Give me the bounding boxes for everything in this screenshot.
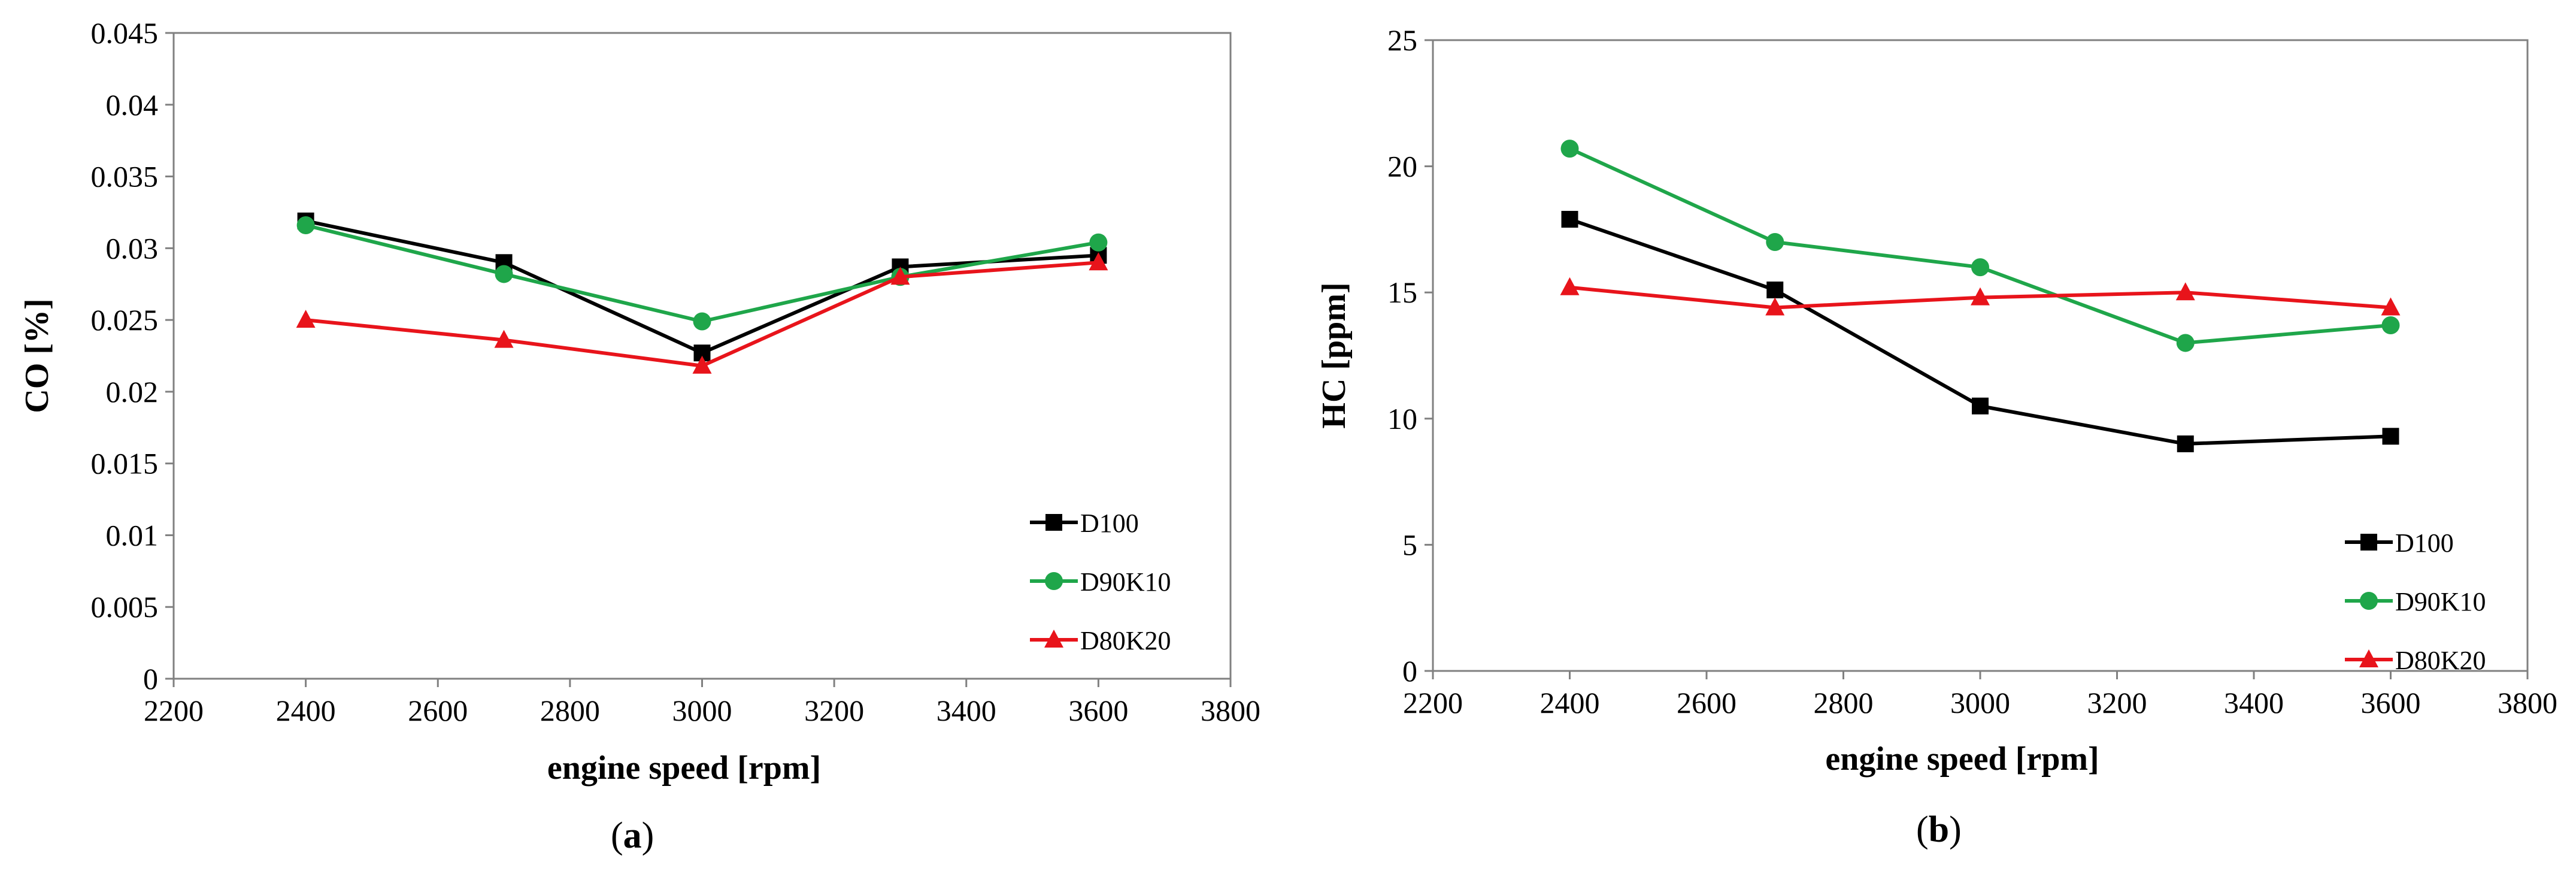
data-point bbox=[1089, 252, 1108, 271]
data-point bbox=[2175, 282, 2195, 301]
data-point bbox=[1766, 281, 1784, 298]
y-tick-label: 0.01 bbox=[106, 518, 159, 552]
legend: D100 D90K10 D80K20 bbox=[1030, 509, 1171, 655]
y-axis-title: HC [ppm] bbox=[1316, 282, 1353, 428]
y-tick-label: 5 bbox=[1402, 528, 1417, 561]
data-point bbox=[1971, 287, 1990, 306]
data-point bbox=[1972, 397, 1989, 415]
y-tick-label: 0.045 bbox=[91, 16, 159, 50]
legend-marker bbox=[2359, 649, 2378, 667]
legend-label: D80K20 bbox=[1080, 626, 1171, 655]
data-point bbox=[693, 312, 711, 331]
y-tick-label: 15 bbox=[1387, 276, 1417, 309]
y-axis-title: CO [%] bbox=[19, 298, 56, 413]
legend-marker bbox=[1044, 630, 1063, 648]
y-tick-label: 25 bbox=[1387, 23, 1417, 57]
x-tick-label: 3800 bbox=[1201, 694, 1260, 727]
legend-marker bbox=[1045, 572, 1063, 590]
data-point bbox=[1971, 258, 1989, 277]
series-d80k20 bbox=[1560, 277, 2401, 316]
data-point bbox=[2382, 428, 2399, 445]
panel-label-b: (b) bbox=[1916, 809, 1962, 850]
series-line bbox=[1569, 147, 2391, 345]
legend-item: D100 bbox=[1030, 509, 1139, 538]
data-point bbox=[495, 265, 513, 283]
y-tick-label: 0.015 bbox=[91, 447, 159, 480]
x-tick-label: 3400 bbox=[2224, 686, 2284, 719]
y-tick-label: 0.025 bbox=[91, 303, 159, 337]
x-tick-label: 3800 bbox=[2498, 686, 2557, 719]
legend-label: D80K20 bbox=[2395, 646, 2486, 675]
data-point bbox=[1765, 297, 1785, 316]
x-axis-title: engine speed [rpm] bbox=[1825, 740, 2099, 778]
co-chart: 0 0.005 0.01 0.015 0.02 0.025 0.03 0.035 0.04 0.0… bbox=[19, 16, 1260, 787]
y-tick-label: 0 bbox=[143, 662, 158, 695]
data-point bbox=[1766, 232, 1784, 251]
y-tick-label: 0.04 bbox=[106, 88, 159, 122]
legend-label: D90K10 bbox=[1080, 567, 1171, 597]
y-tick-label: 0.035 bbox=[91, 160, 159, 193]
x-axis-title: engine speed [rpm] bbox=[547, 749, 821, 787]
data-point bbox=[1561, 211, 1578, 228]
data-point bbox=[1560, 277, 1580, 295]
data-point bbox=[494, 329, 514, 348]
data-point bbox=[296, 310, 316, 328]
data-point bbox=[692, 355, 712, 374]
y-tick-label: 0 bbox=[1402, 654, 1417, 688]
legend-label: D90K10 bbox=[2395, 587, 2486, 616]
x-tick-label: 3400 bbox=[937, 694, 996, 727]
data-point bbox=[2177, 435, 2194, 452]
data-point bbox=[296, 216, 315, 235]
x-tick-label: 3600 bbox=[2361, 686, 2421, 719]
legend-label: D100 bbox=[1080, 509, 1139, 538]
x-tick-label: 2200 bbox=[144, 694, 204, 727]
data-point bbox=[1089, 233, 1108, 252]
x-tick-label: 3200 bbox=[2087, 686, 2147, 719]
x-tick-label: 2400 bbox=[276, 694, 336, 727]
y-tick-label: 20 bbox=[1387, 150, 1417, 183]
x-tick-label: 3600 bbox=[1068, 694, 1128, 727]
x-tick-label: 2400 bbox=[1540, 686, 1600, 719]
series-d100 bbox=[297, 212, 1107, 362]
x-tick-label: 2800 bbox=[540, 694, 600, 727]
legend-item: D90K10 bbox=[2345, 587, 2486, 616]
legend-item: D100 bbox=[2345, 528, 2454, 558]
y-tick-label: 10 bbox=[1387, 402, 1417, 436]
legend-label: D100 bbox=[2395, 528, 2454, 558]
data-point bbox=[2176, 334, 2195, 352]
data-point bbox=[2381, 316, 2400, 334]
series-line bbox=[305, 223, 1099, 323]
plot-frame bbox=[1432, 39, 2529, 672]
x-tick-label: 3000 bbox=[672, 694, 732, 727]
legend: D100 D90K10 D80K20 bbox=[2345, 528, 2486, 675]
series-d100 bbox=[1561, 211, 2399, 452]
series-d90k10 bbox=[296, 216, 1108, 331]
data-point bbox=[1560, 140, 1579, 158]
y-tick-label: 0.03 bbox=[106, 231, 159, 265]
y-tick-label: 0.005 bbox=[91, 590, 159, 624]
x-tick-label: 2600 bbox=[1677, 686, 1736, 719]
x-tick-label: 2800 bbox=[1814, 686, 1874, 719]
panel-label-a: (a) bbox=[611, 815, 654, 856]
x-tick-label: 3200 bbox=[804, 694, 864, 727]
hc-chart: 0 5 10 15 20 25 2200 2400 2600 2800 3000 3200 3400 36… bbox=[1316, 23, 2557, 778]
legend-item: D90K10 bbox=[1030, 567, 1171, 597]
data-point bbox=[2381, 297, 2401, 316]
data-point bbox=[890, 267, 910, 285]
legend-marker bbox=[1045, 514, 1062, 531]
x-tick-label: 3000 bbox=[1950, 686, 2010, 719]
y-tick-label: 0.02 bbox=[106, 375, 159, 409]
series-d80k20 bbox=[296, 252, 1108, 374]
series-d90k10 bbox=[1560, 140, 2400, 352]
legend-marker bbox=[2360, 534, 2377, 551]
x-tick-label: 2200 bbox=[1403, 686, 1463, 719]
legend-item: D80K20 bbox=[2345, 646, 2486, 675]
legend-item: D80K20 bbox=[1030, 626, 1171, 655]
legend-marker bbox=[2360, 592, 2378, 610]
x-tick-label: 2600 bbox=[408, 694, 468, 727]
